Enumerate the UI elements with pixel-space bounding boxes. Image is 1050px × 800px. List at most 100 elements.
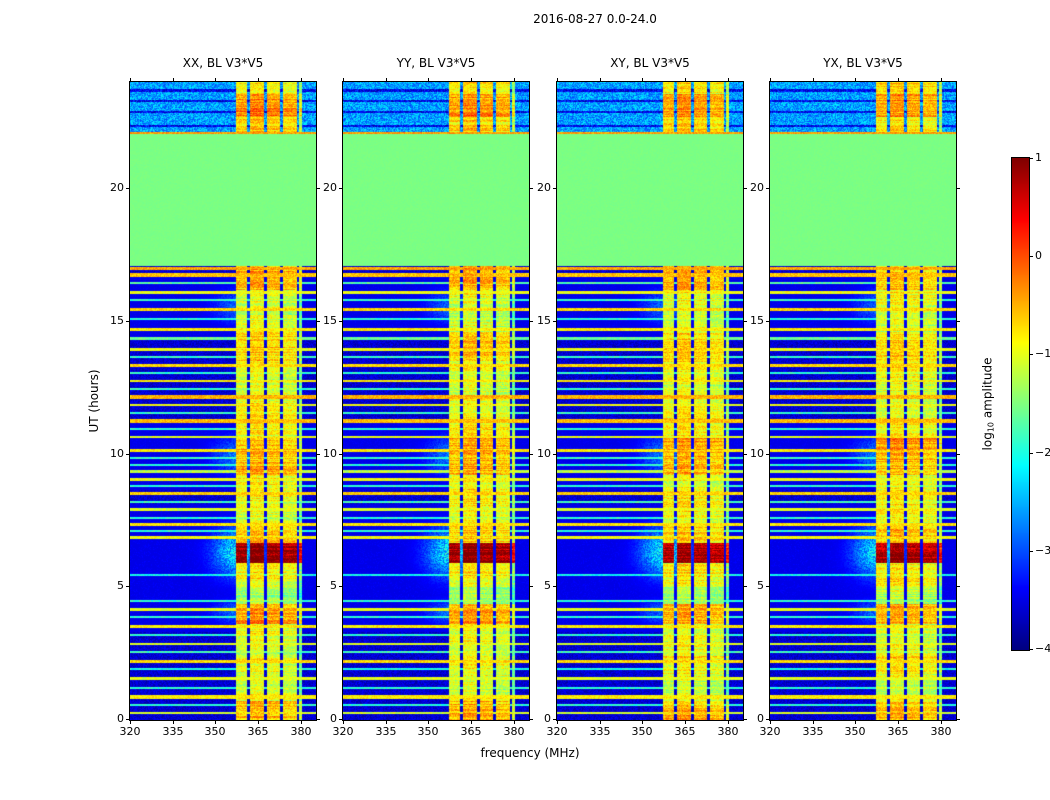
y-tick-label: 0	[544, 712, 551, 725]
y-tick-right	[316, 321, 320, 322]
x-tick-top	[215, 78, 216, 82]
y-tick	[339, 188, 343, 189]
y-tick-right	[743, 719, 747, 720]
y-tick-right	[743, 188, 747, 189]
x-tick-top	[685, 78, 686, 82]
x-tick-top	[471, 78, 472, 82]
colorbar-tick-label: −3	[1035, 544, 1050, 557]
y-tick-label: 20	[750, 181, 764, 194]
x-tick-top	[173, 78, 174, 82]
x-tick-label: 350	[204, 725, 226, 738]
y-tick-right	[956, 454, 960, 455]
colorbar-tick-label: 1	[1035, 151, 1042, 164]
y-tick-right	[316, 586, 320, 587]
x-tick-top	[130, 78, 131, 82]
x-tick-top	[941, 78, 942, 82]
colorbar-tick	[1029, 551, 1033, 552]
y-tick-right	[529, 188, 533, 189]
spectrogram-canvas-xx	[129, 81, 317, 721]
x-tick	[301, 720, 302, 724]
x-tick	[557, 720, 558, 724]
spectrogram-canvas-yx	[769, 81, 957, 721]
x-tick-label: 335	[375, 725, 397, 738]
y-tick	[126, 454, 130, 455]
y-tick	[553, 188, 557, 189]
x-tick-label: 365	[247, 725, 269, 738]
y-tick-label: 10	[750, 447, 764, 460]
y-axis-label: UT (hours)	[87, 369, 101, 433]
spectrogram-canvas-xy	[556, 81, 744, 721]
y-tick	[339, 586, 343, 587]
y-tick	[339, 321, 343, 322]
x-tick-label: 320	[332, 725, 354, 738]
y-tick-label: 10	[110, 447, 124, 460]
x-tick-top	[813, 78, 814, 82]
x-tick-label: 320	[546, 725, 568, 738]
y-tick-right	[529, 454, 533, 455]
x-tick	[855, 720, 856, 724]
x-tick-top	[428, 78, 429, 82]
y-tick-right	[743, 321, 747, 322]
x-tick-label: 335	[162, 725, 184, 738]
y-tick-right	[743, 454, 747, 455]
y-tick-label: 20	[323, 181, 337, 194]
x-tick	[813, 720, 814, 724]
panel-title-xx: XX, BL V3*V5	[182, 56, 264, 70]
y-tick	[126, 719, 130, 720]
y-tick-label: 10	[537, 447, 551, 460]
x-tick	[728, 720, 729, 724]
colorbar-tick	[1029, 158, 1033, 159]
x-tick-top	[770, 78, 771, 82]
y-tick-label: 20	[110, 181, 124, 194]
y-tick-label: 20	[537, 181, 551, 194]
y-tick	[766, 454, 770, 455]
colorbar-tick-label: −4	[1035, 642, 1050, 655]
y-tick-right	[956, 188, 960, 189]
y-tick	[339, 454, 343, 455]
y-tick-right	[316, 188, 320, 189]
x-tick	[428, 720, 429, 724]
y-tick-label: 15	[537, 314, 551, 327]
colorbar-tick-label: −2	[1035, 446, 1050, 459]
x-tick	[343, 720, 344, 724]
y-tick	[766, 188, 770, 189]
x-tick	[685, 720, 686, 724]
colorbar-tick	[1029, 256, 1033, 257]
x-tick	[215, 720, 216, 724]
x-tick	[941, 720, 942, 724]
x-tick-label: 380	[290, 725, 312, 738]
x-tick-top	[343, 78, 344, 82]
y-tick	[339, 719, 343, 720]
x-tick-label: 350	[844, 725, 866, 738]
y-tick-right	[529, 321, 533, 322]
y-tick	[126, 586, 130, 587]
x-tick-label: 320	[759, 725, 781, 738]
y-tick-right	[743, 586, 747, 587]
panel-title-xy: XY, BL V3*V5	[610, 56, 690, 70]
x-tick-label: 380	[930, 725, 952, 738]
x-tick-top	[600, 78, 601, 82]
x-tick-top	[258, 78, 259, 82]
x-tick-label: 365	[887, 725, 909, 738]
x-tick-top	[386, 78, 387, 82]
colorbar-tick-label: −1	[1035, 347, 1050, 360]
x-tick	[258, 720, 259, 724]
colorbar-gradient	[1011, 157, 1030, 651]
y-tick-label: 15	[110, 314, 124, 327]
x-tick-label: 380	[503, 725, 525, 738]
y-tick-right	[529, 586, 533, 587]
x-tick-top	[514, 78, 515, 82]
y-tick	[766, 586, 770, 587]
x-tick	[642, 720, 643, 724]
x-tick-label: 365	[460, 725, 482, 738]
x-tick	[514, 720, 515, 724]
x-tick	[386, 720, 387, 724]
figure-title: 2016-08-27 0.0-24.0	[533, 12, 657, 26]
y-tick	[553, 586, 557, 587]
x-tick-label: 320	[119, 725, 141, 738]
panel-title-yx: YX, BL V3*V5	[823, 56, 903, 70]
y-tick-right	[956, 321, 960, 322]
x-tick-top	[557, 78, 558, 82]
y-tick	[126, 188, 130, 189]
